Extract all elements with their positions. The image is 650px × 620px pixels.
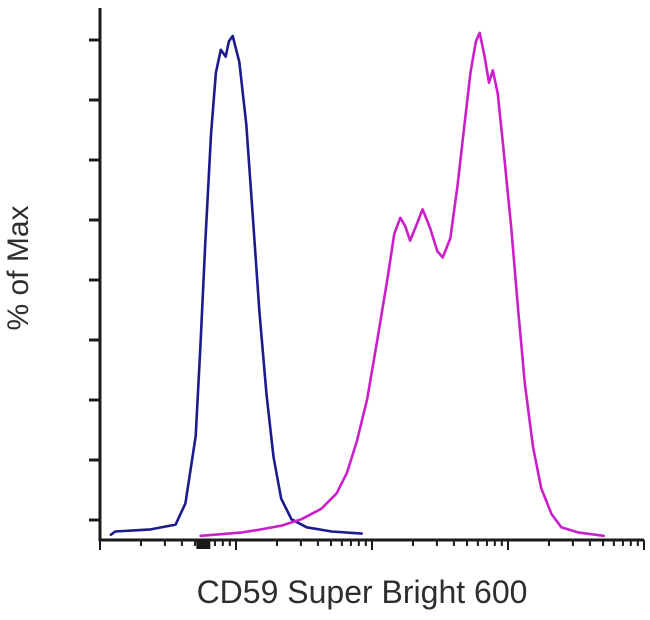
x-axis-bold-tick [196, 540, 211, 549]
blue-histogram-curve [109, 34, 364, 537]
y-axis-label: % of Max [2, 205, 35, 330]
x-axis-label: CD59 Super Bright 600 [197, 574, 528, 610]
magenta-histogram-curve [199, 31, 606, 538]
